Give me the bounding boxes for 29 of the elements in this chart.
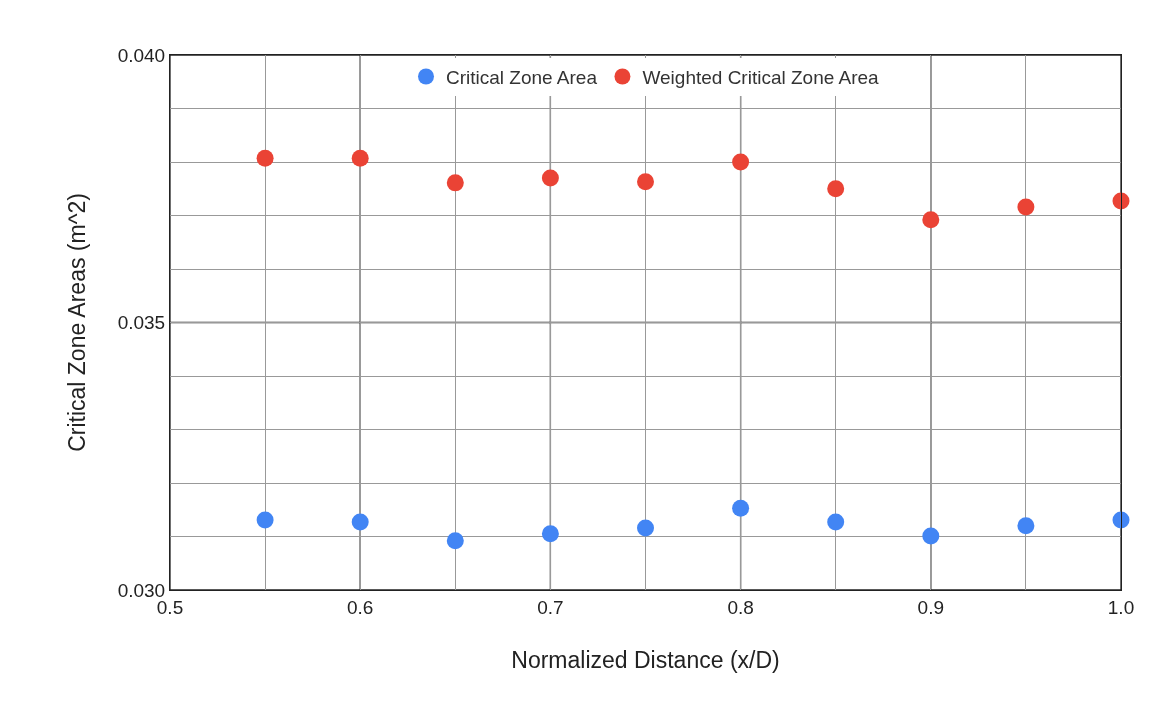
point bbox=[1017, 517, 1035, 535]
x-tick-label: 0.9 bbox=[917, 596, 945, 618]
y-tick-label: 0.040 bbox=[117, 44, 166, 66]
y-tick-label: 0.035 bbox=[117, 312, 166, 334]
point bbox=[256, 149, 274, 167]
x-tick-label: 0.7 bbox=[537, 596, 564, 618]
x-tick-label: 1.0 bbox=[1107, 596, 1135, 618]
point bbox=[922, 527, 940, 545]
point bbox=[922, 211, 940, 229]
legend-label: Weighted Critical Zone Area bbox=[642, 66, 880, 88]
point bbox=[351, 149, 369, 167]
point bbox=[446, 532, 464, 550]
point bbox=[446, 174, 464, 192]
point bbox=[732, 153, 750, 171]
x-axis-title: Normalized Distance (x/D) bbox=[511, 647, 780, 674]
x-tick-label: 0.8 bbox=[727, 596, 754, 618]
point bbox=[1017, 198, 1035, 216]
point bbox=[637, 173, 654, 191]
point bbox=[732, 499, 750, 517]
x-tick-label: 0.6 bbox=[346, 596, 374, 618]
point bbox=[827, 180, 845, 198]
point bbox=[256, 511, 274, 529]
point bbox=[541, 525, 559, 543]
point bbox=[351, 513, 369, 531]
y-axis-title: Critical Zone Areas (m^2) bbox=[64, 193, 91, 452]
point bbox=[827, 513, 845, 531]
point bbox=[541, 169, 559, 187]
point bbox=[637, 519, 654, 537]
legend-label: Critical Zone Area bbox=[446, 66, 598, 88]
